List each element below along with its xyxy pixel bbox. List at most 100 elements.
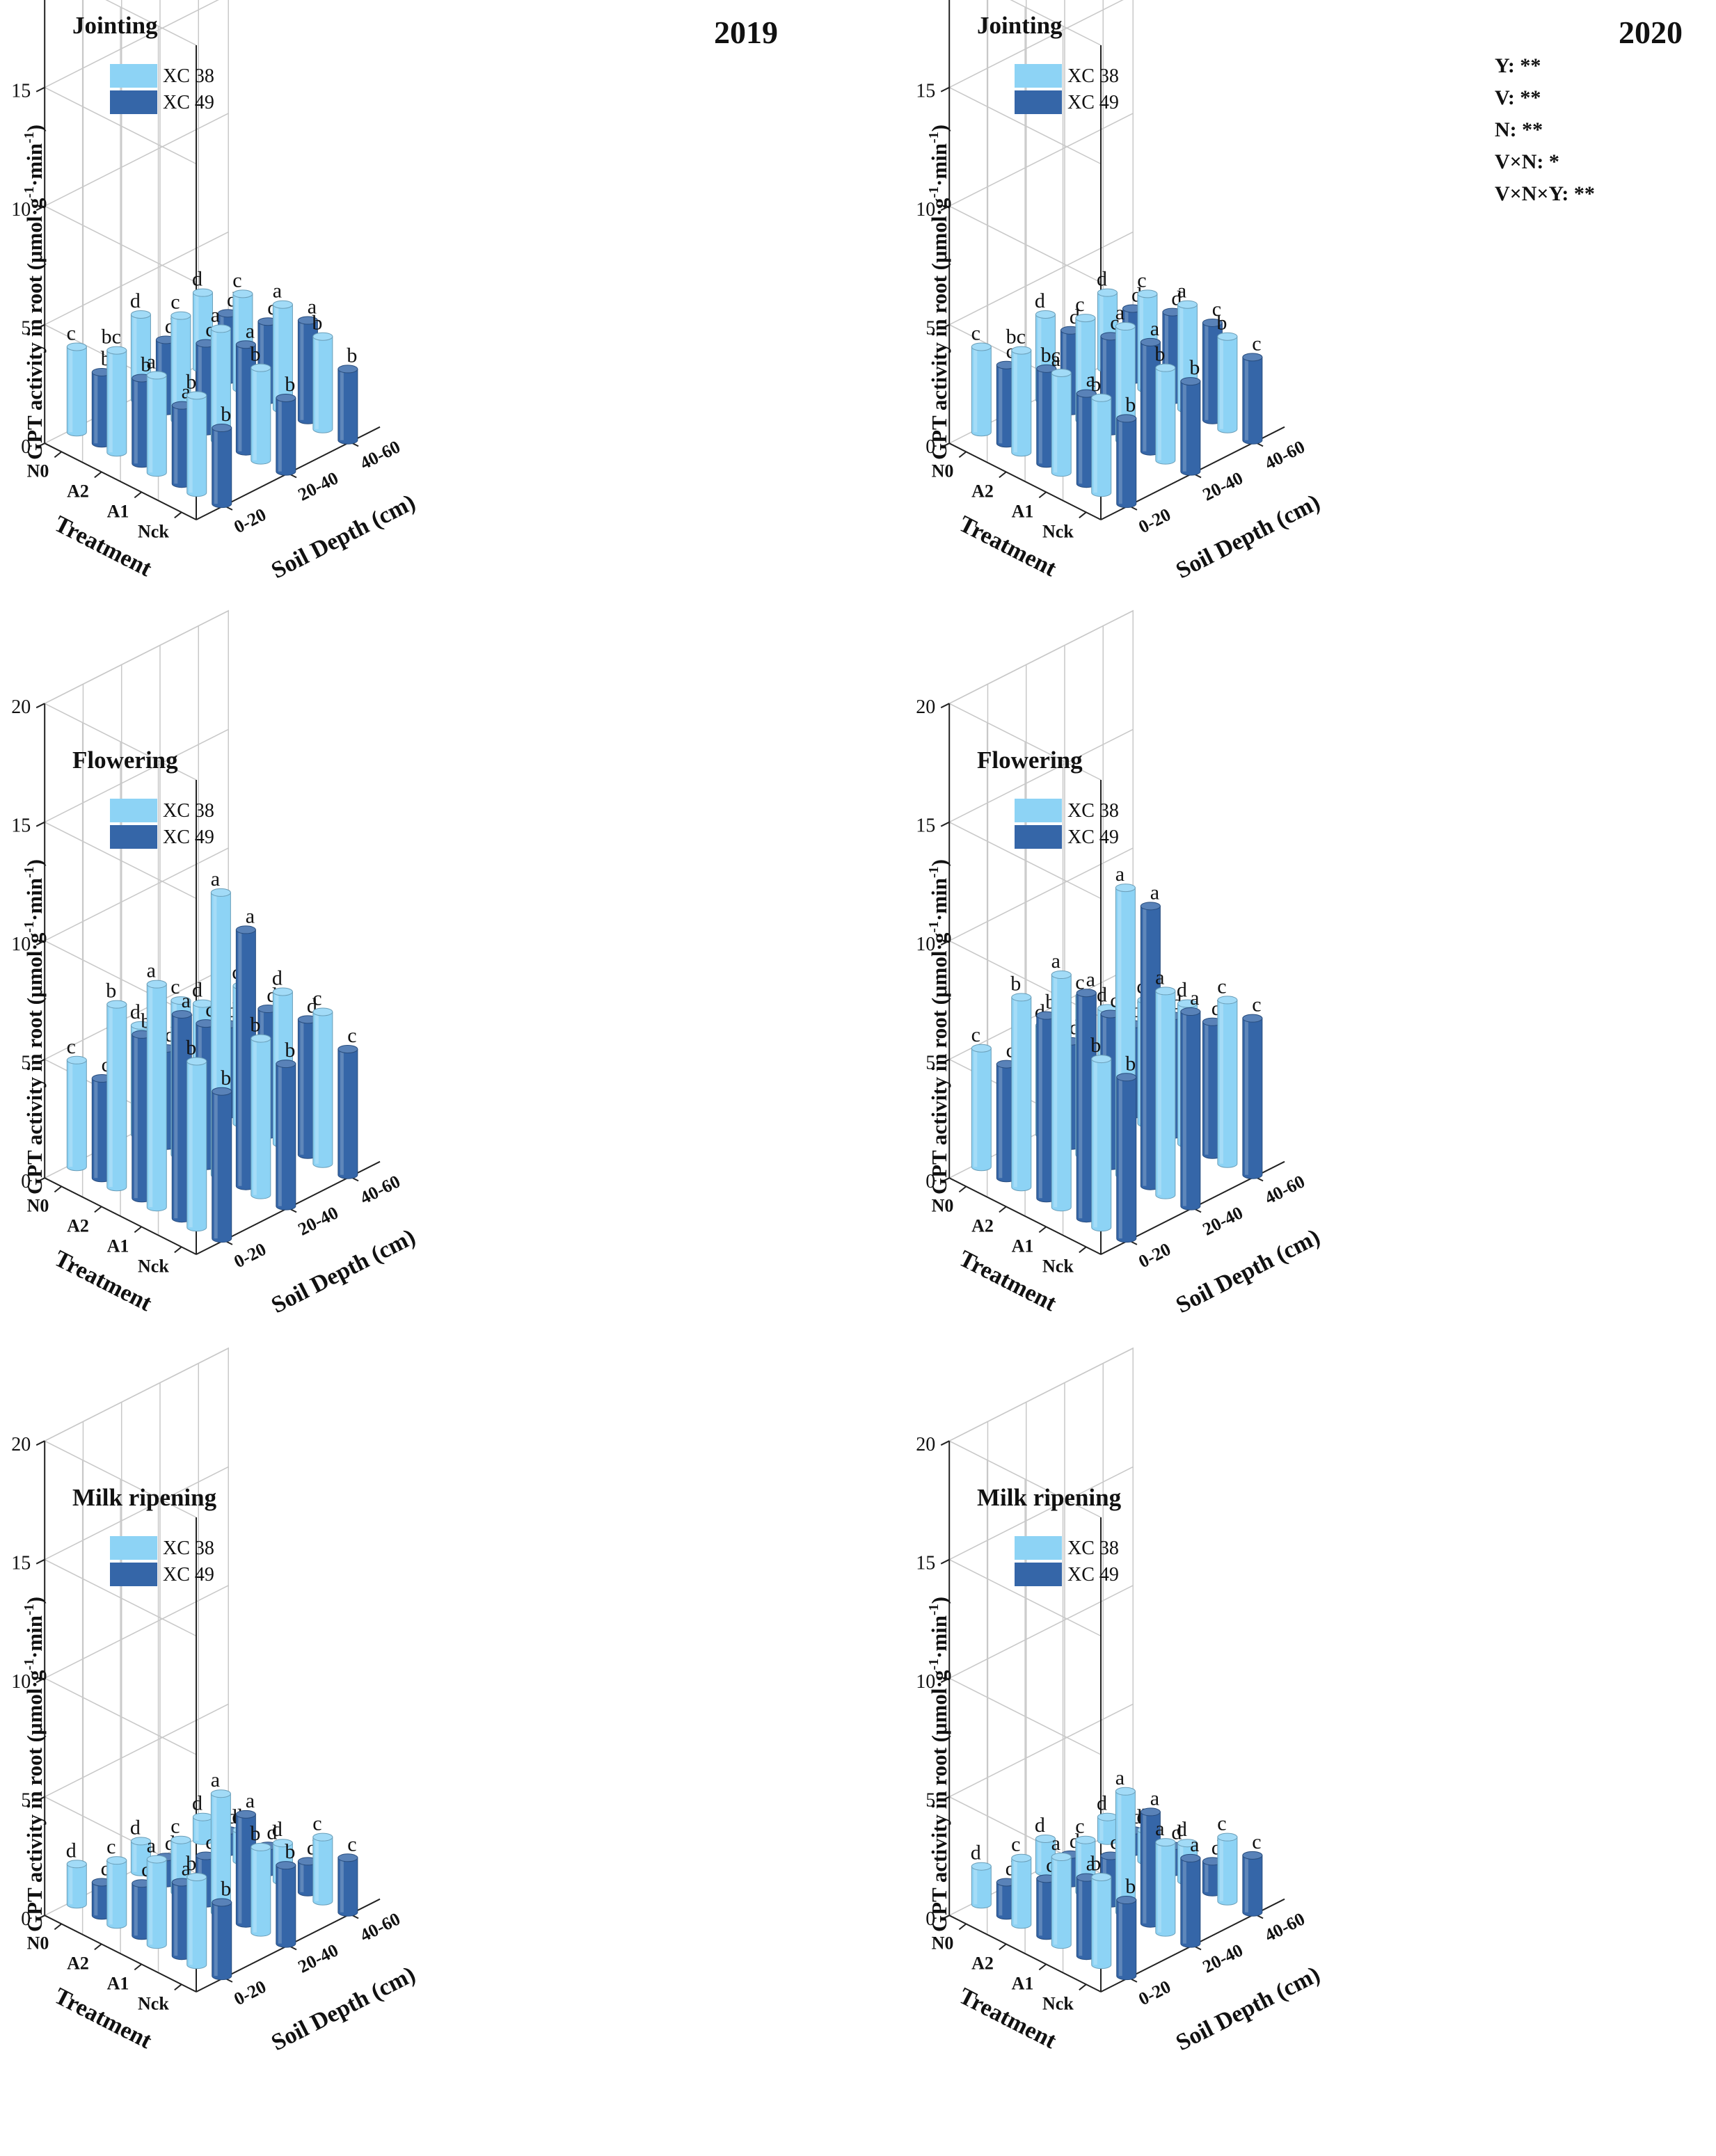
bar-t1-d0-s0 xyxy=(1051,1853,1072,1949)
bar-highlight xyxy=(213,892,217,1175)
sig-letter-t3-d2-s0: d xyxy=(192,268,202,291)
depth-tick-label: 40-60 xyxy=(357,436,404,473)
bar-top xyxy=(1217,996,1238,1005)
sig-letter-t2-d0-s1: bc xyxy=(1041,344,1060,367)
stats-line-2: V: ** xyxy=(1495,86,1541,109)
legend-swatch-1 xyxy=(1015,799,1062,822)
y-tick-label: 10 xyxy=(11,199,31,221)
bar-highlight xyxy=(1079,1877,1083,1956)
treatment-tick-label: N0 xyxy=(932,1933,954,1953)
sig-letter-t1-d2-s0: d xyxy=(1177,979,1187,1002)
treatment-tick-label: Nck xyxy=(138,1993,169,2013)
bar-highlight xyxy=(1182,1012,1186,1206)
treatment-tick xyxy=(134,491,142,499)
sig-letter-t3-d2-s0: d xyxy=(1097,1792,1107,1815)
bar-highlight xyxy=(1143,342,1147,452)
bar-highlight xyxy=(1093,1877,1097,1965)
depth-tick-label: 0-20 xyxy=(1135,504,1174,537)
sig-letter-t1-d0-s0: a xyxy=(1051,950,1060,973)
y-tick xyxy=(35,1177,45,1183)
sig-letter-t0-d1-s1: b xyxy=(285,1039,295,1062)
treatment-tick xyxy=(94,471,102,479)
bar-top xyxy=(146,371,167,380)
y-tick xyxy=(35,703,45,709)
legend-swatch-1 xyxy=(110,799,157,822)
treatment-axis-line xyxy=(44,1177,197,1255)
bar-highlight xyxy=(300,1861,304,1892)
legend-swatch-1 xyxy=(1015,1536,1062,1560)
bar-highlight xyxy=(974,1048,978,1167)
sig-letter-t2-d1-s0: c xyxy=(170,975,180,998)
bar-t0-d1-s0 xyxy=(251,1842,271,1937)
chart-panel-2: 05101520NckA1A2N00-2020-4040-60Treatment… xyxy=(916,0,1683,584)
bar-t0-d1-s1 xyxy=(276,1861,296,1948)
sig-letter-t2-d1-s0: c xyxy=(1075,1815,1084,1838)
bar-highlight xyxy=(235,294,239,389)
bar-highlight xyxy=(238,344,242,452)
bar-top xyxy=(1036,364,1057,373)
bar-highlight xyxy=(1118,888,1122,1175)
bar-top xyxy=(130,310,151,319)
bar-t0-d1-s1 xyxy=(1180,377,1201,476)
y-tick-label: 5 xyxy=(925,1053,935,1074)
h-gridline xyxy=(43,1348,229,1518)
y-tick-label: 10 xyxy=(11,934,31,955)
depth-tick-label: 0-20 xyxy=(1135,1977,1174,2009)
bar-highlight xyxy=(69,1864,73,1905)
bar-highlight xyxy=(238,929,242,1186)
legend-swatch-1 xyxy=(1015,64,1062,88)
sig-letter-t3-d1-s0: d xyxy=(130,1816,141,1839)
bar-t0-d2-s0 xyxy=(312,332,333,433)
stats-block: Y: ** V: ** N: ** V×N: * V×N×Y: ** xyxy=(1495,54,1595,205)
bar-highlight xyxy=(278,1865,282,1944)
depth-axis-title: Soil Depth (cm) xyxy=(1172,1224,1324,1318)
y-tick xyxy=(35,821,45,827)
legend-label-2: XC 49 xyxy=(163,92,214,113)
y-tick xyxy=(940,940,950,946)
sig-letter-t2-d0-s0: bc xyxy=(102,326,121,349)
bar-top xyxy=(1091,393,1112,402)
bar-highlight xyxy=(974,1866,978,1905)
bar-highlight xyxy=(1038,1015,1042,1199)
sig-letter-t2-d0-s0: c xyxy=(106,1835,116,1858)
sig-letter-t1-d2-s0: d xyxy=(1177,1818,1187,1841)
bar-t2-d0-s0 xyxy=(1011,1853,1032,1929)
treatment-tick xyxy=(54,1185,63,1193)
sig-letter-t0-d1-s1: b xyxy=(285,1840,295,1863)
treatment-tick xyxy=(1079,511,1087,519)
treatment-tick-label: A2 xyxy=(67,1953,89,1973)
h-gridline xyxy=(1010,0,1102,46)
depth-tick-label: 0-20 xyxy=(1135,1239,1174,1272)
bar-highlight xyxy=(94,372,98,444)
bar-highlight xyxy=(195,292,199,369)
legend: XC 38 XC 49 xyxy=(1015,799,1119,849)
treatment-tick-label: A1 xyxy=(1012,501,1034,521)
y-tick xyxy=(35,940,45,946)
bar-highlight xyxy=(1099,1816,1104,1841)
y-tick xyxy=(940,1440,950,1446)
bar-top xyxy=(1177,300,1198,309)
year-label: 2019 xyxy=(714,15,778,50)
bar-t0-d1-s0 xyxy=(1155,1838,1176,1937)
treatment-tick-label: A2 xyxy=(971,1953,994,1973)
stats-line-4: V×N: * xyxy=(1495,150,1559,173)
bar-highlight xyxy=(1205,1021,1209,1155)
legend-label-1: XC 38 xyxy=(163,65,214,87)
bar-highlight xyxy=(1157,991,1161,1195)
bar-top xyxy=(1035,310,1056,319)
sig-letter-t0-d2-s0: c xyxy=(1217,1812,1226,1835)
treatment-tick-label: A1 xyxy=(107,1236,129,1256)
bar-t2-d0-s0 xyxy=(1011,993,1032,1192)
sig-letter-t1-d2-s0: a xyxy=(273,280,282,303)
bar-highlight xyxy=(94,1078,98,1179)
depth-tick-label: 40-60 xyxy=(1262,1908,1308,1945)
bar-highlight xyxy=(1244,357,1248,440)
legend-label-1: XC 38 xyxy=(1067,800,1119,822)
treatment-tick xyxy=(958,1923,967,1931)
y-tick-label: 0 xyxy=(925,1908,935,1930)
treatment-tick-label: Nck xyxy=(1042,521,1074,541)
y-tick xyxy=(940,205,950,211)
sig-letter-t0-d0-s0: b xyxy=(186,1852,196,1875)
